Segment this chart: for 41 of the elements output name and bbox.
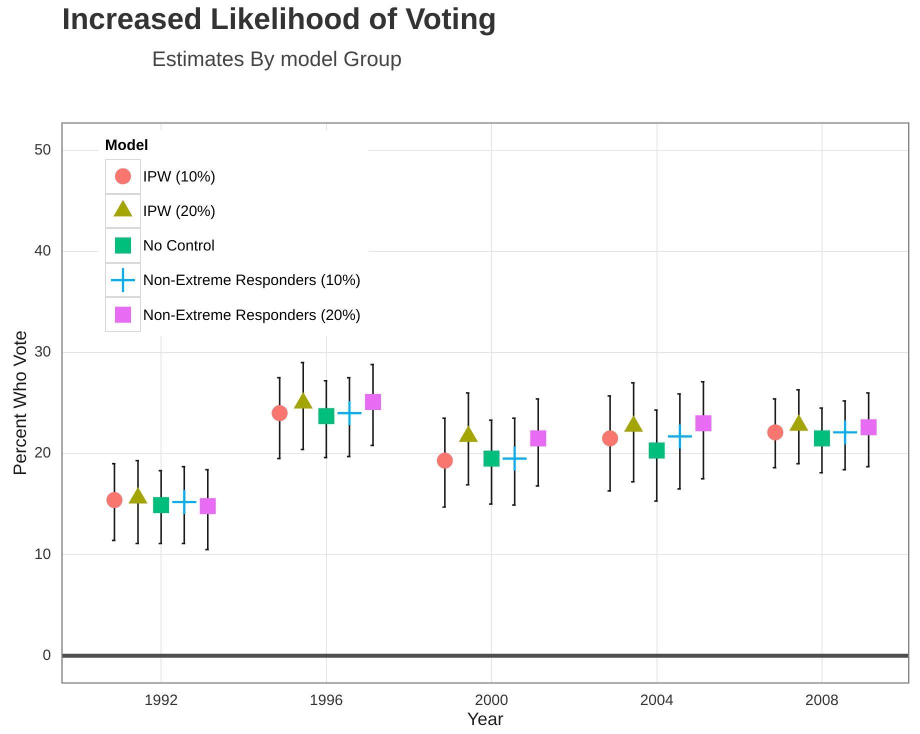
point (272, 405, 288, 422)
point (365, 394, 381, 410)
point (860, 419, 877, 436)
point (767, 424, 784, 440)
point (668, 424, 692, 448)
y-tick-label: 50 (34, 141, 51, 158)
legend-label: IPW (10%) (143, 168, 216, 186)
point (200, 498, 216, 514)
y-tick-label: 20 (34, 444, 51, 462)
legend-title: Model (105, 137, 148, 154)
y-axis-title: Percent Who Vote (10, 330, 30, 476)
point (833, 420, 858, 444)
point (648, 442, 665, 458)
legend-label: No Control (143, 238, 215, 255)
x-tick-label: 2000 (474, 692, 508, 710)
point (153, 497, 170, 514)
y-tick-label: 30 (34, 344, 51, 361)
point (814, 430, 830, 446)
point (337, 401, 362, 426)
legend-label: Non-Extreme Responders (20%) (143, 306, 361, 324)
point (484, 450, 500, 467)
chart-subtitle: Estimates By model Group (152, 47, 402, 73)
point (695, 415, 712, 432)
point (436, 452, 453, 469)
point (172, 490, 196, 514)
x-axis-title: Year (467, 709, 504, 730)
y-tick-label: 0 (42, 646, 51, 664)
point (502, 446, 527, 471)
point (602, 430, 618, 446)
chart-title: Increased Likelihood of Voting (62, 2, 496, 38)
point (318, 408, 334, 424)
legend-label: IPW (20%) (143, 203, 216, 220)
point (530, 430, 546, 446)
x-tick-label: 1992 (144, 692, 178, 710)
point (106, 492, 122, 508)
x-tick-label: 2008 (805, 692, 839, 710)
x-tick-label: 1996 (310, 692, 344, 710)
y-tick-label: 10 (34, 546, 51, 563)
legend-label: Non-Extreme Responders (10%) (143, 272, 361, 290)
x-tick-label: 2004 (640, 692, 674, 710)
y-tick-label: 40 (34, 242, 51, 260)
